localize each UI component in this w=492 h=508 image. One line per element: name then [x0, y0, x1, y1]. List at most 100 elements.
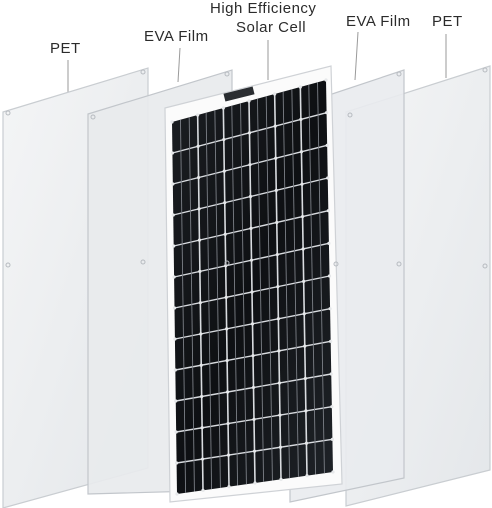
cell-corner-dot	[252, 449, 257, 453]
cell-corner-dot	[173, 368, 177, 372]
hole	[5, 262, 11, 268]
cell-corner-dot	[273, 124, 277, 128]
cell-corner-dot	[253, 481, 257, 485]
cell-corner-dot	[276, 317, 280, 321]
cell-corner-dot	[304, 409, 308, 413]
cell-corner-dot	[227, 485, 231, 489]
cell-corner-dot	[196, 113, 200, 117]
solar-cell-grid	[170, 78, 335, 496]
cell-corner-dot	[324, 111, 329, 115]
cell-corner-dot	[226, 421, 230, 426]
cell-corner-dot	[225, 327, 229, 331]
cell-busbar	[231, 105, 239, 486]
cell-corner-dot	[327, 241, 331, 245]
cell-corner-dot	[224, 295, 228, 299]
cell-corner-dot	[247, 131, 252, 135]
hole	[333, 261, 339, 267]
cell-corner-dot	[249, 258, 254, 262]
cell-corner-dot	[278, 445, 283, 449]
cell-corner-dot	[275, 252, 279, 257]
hole	[224, 71, 230, 77]
cell-busbar	[291, 89, 299, 477]
cell-corner-dot	[248, 194, 253, 199]
cell-corner-dot	[175, 492, 179, 496]
cell-corner-dot	[197, 207, 201, 211]
cell-corner-dot	[275, 220, 279, 225]
cell-corner-dot	[324, 78, 328, 82]
cell-corner-dot	[198, 301, 202, 305]
cell-busbar	[308, 84, 317, 475]
label-pet-right: PET	[432, 13, 463, 30]
cell-corner-dot	[250, 290, 254, 294]
cell-corner-dot	[331, 470, 335, 474]
hole	[482, 263, 488, 269]
cell-busbar	[205, 112, 213, 490]
hole	[5, 110, 11, 116]
cell-corner-dot	[303, 344, 307, 348]
cell-corner-dot	[326, 209, 330, 213]
hole	[396, 71, 402, 77]
cell-busbar	[180, 119, 187, 493]
cell-corner-dot	[221, 106, 225, 110]
cell-corner-dot	[279, 477, 283, 481]
cell-corner-dot	[248, 163, 252, 167]
cell-corner-dot	[172, 306, 177, 310]
hole	[482, 67, 488, 73]
cell-corner-dot	[250, 322, 255, 326]
cell-corner-dot	[300, 214, 305, 219]
hole	[140, 69, 146, 75]
cell-corner-dot	[249, 226, 253, 230]
cell-corner-dot	[200, 426, 204, 430]
cell-corner-dot	[277, 349, 281, 353]
cell-busbar	[214, 110, 221, 488]
cell-corner-dot	[170, 151, 175, 155]
cell-corner-dot	[299, 150, 304, 154]
cell-corner-dot	[174, 399, 178, 403]
cell-corner-dot	[225, 390, 230, 394]
cell-corner-dot	[171, 213, 175, 217]
cell-corner-dot	[327, 274, 332, 278]
cell-corner-dot	[305, 474, 309, 478]
cell-corner-dot	[200, 457, 205, 461]
cell-corner-dot	[325, 143, 329, 147]
cell-corner-dot	[172, 275, 176, 279]
cell-corner-dot	[174, 430, 178, 434]
cell-corner-dot	[298, 85, 302, 89]
label-eva-film-left: EVA Film	[144, 28, 209, 45]
cell-corner-dot	[274, 156, 278, 160]
cell-corner-dot	[223, 201, 227, 205]
cell-corner-dot	[276, 285, 280, 289]
leader-line-eva-left	[177, 47, 181, 83]
cell-corner-dot	[303, 376, 307, 381]
hole	[140, 259, 146, 265]
cell-corner-dot	[197, 238, 202, 242]
label-cell-subtitle: Solar Cell	[236, 19, 307, 36]
cell-corner-dot	[277, 381, 282, 385]
cell-busbar	[188, 117, 195, 492]
cell-busbar	[317, 82, 325, 474]
cell-corner-dot	[199, 363, 203, 367]
cell-corner-dot	[302, 312, 306, 316]
cell-corner-dot	[225, 358, 229, 363]
cell-corner-dot	[222, 169, 226, 173]
cell-corner-dot	[251, 385, 256, 390]
cell-corner-dot	[302, 279, 306, 283]
cell-busbar	[282, 91, 291, 479]
cell-busbar	[240, 103, 247, 485]
cell-corner-dot	[173, 337, 177, 341]
hole	[347, 112, 353, 118]
label-eva-film-right: EVA Film	[346, 13, 411, 30]
cell-corner-dot	[326, 176, 330, 180]
sheet-mounting-holes	[5, 67, 488, 269]
label-pet-left: PET	[50, 40, 81, 57]
cell-corner-dot	[274, 188, 278, 192]
cell-corner-dot	[171, 182, 175, 186]
cell-corner-dot	[170, 120, 174, 124]
cell-corner-dot	[201, 488, 205, 492]
leader-line-eva-right	[354, 31, 359, 81]
cell-corner-dot	[172, 244, 176, 248]
cell-corner-dot	[301, 247, 305, 251]
cell-corner-dot	[329, 339, 333, 343]
hole	[396, 261, 402, 267]
